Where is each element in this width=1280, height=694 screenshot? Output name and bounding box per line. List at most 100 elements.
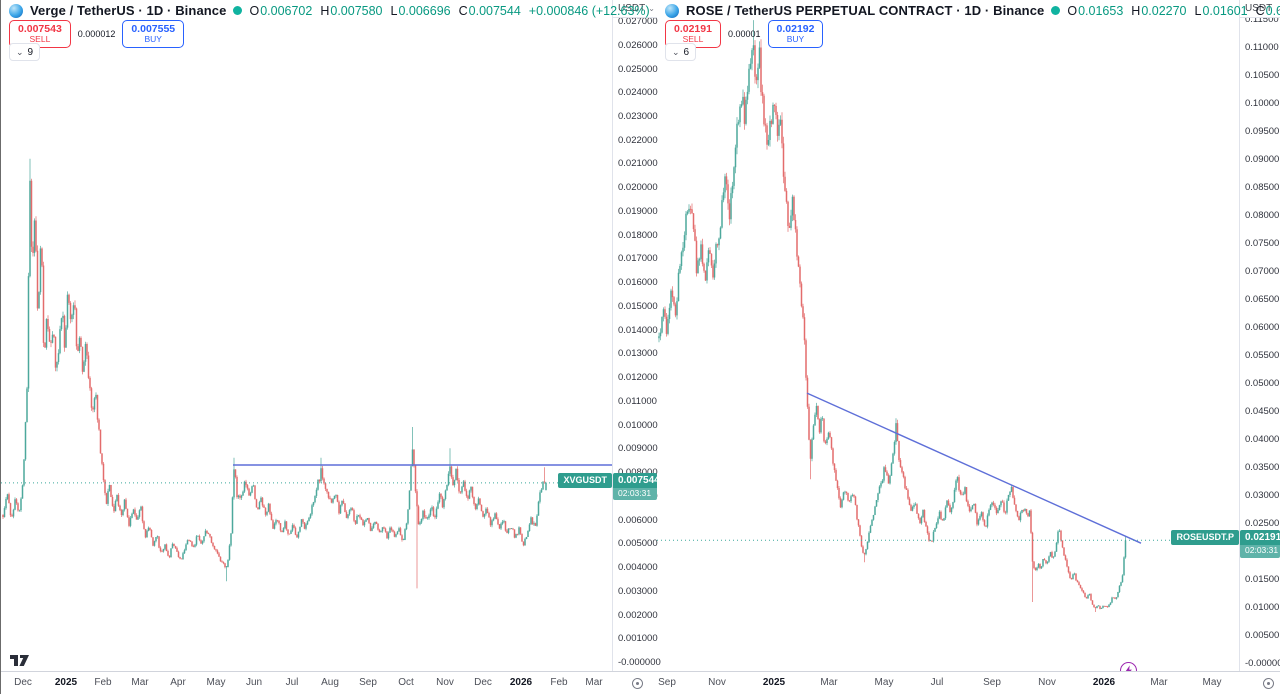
price-tick-label: 0.001000 — [618, 633, 658, 645]
price-tick-label: 0.01000 — [1245, 602, 1280, 613]
price-tick-label: 0.024000 — [618, 87, 658, 99]
price-tick-label: 0.014000 — [618, 324, 658, 336]
symbol-legend[interactable]: ROSE / TetherUS PERPETUAL CONTRACT · 1D … — [665, 3, 1280, 18]
price-tick-label: 0.10500 — [1245, 70, 1280, 81]
time-axis-label: Jul — [930, 677, 944, 688]
rose-logo-icon — [665, 3, 679, 18]
bar-countdown: 02:03:31 — [613, 487, 657, 501]
price-tick-label: 0.06500 — [1245, 294, 1280, 305]
time-axis-label: Mar — [820, 677, 838, 688]
price-tick-label: 0.008000 — [618, 467, 658, 478]
price-tick-label: 0.017000 — [618, 253, 658, 265]
time-axis-label: Nov — [1038, 677, 1056, 688]
symbol-title[interactable]: Verge / TetherUS · 1D · Binance — [30, 3, 227, 18]
price-tick-label: 0.004000 — [618, 562, 658, 574]
price-tick-label: 0.010000 — [618, 419, 658, 431]
collapsed-indicators-toggle[interactable]: ⌄ 6 — [665, 43, 697, 61]
time-axis-label: Jun — [245, 677, 263, 688]
time-axis-label: Apr — [170, 677, 186, 688]
time-axis-label: Aug — [321, 677, 339, 688]
verge-logo-icon — [9, 3, 23, 18]
price-tick-label: 0.019000 — [618, 205, 658, 217]
time-axis-label: Mar — [585, 677, 603, 688]
price-tick-label: 0.09500 — [1245, 126, 1280, 137]
price-tick-label: 0.005000 — [618, 538, 658, 550]
change-value: +0.000846 (+12.63%) — [528, 3, 650, 18]
price-tick-label: 0.09000 — [1245, 154, 1280, 165]
price-tick-label: 0.04000 — [1245, 434, 1280, 445]
candlestick-chart-roseusdt[interactable] — [657, 0, 1239, 672]
buy-button[interactable]: 0.02192 BUY — [767, 20, 824, 48]
trade-buttons: 0.007543 SELL 0.000012 0.007555 BUY — [9, 20, 185, 48]
chart-pane-roseusdt: ROSE / TetherUS PERPETUAL CONTRACT · 1D … — [657, 0, 1280, 694]
scroll-to-recent-icon[interactable] — [1263, 678, 1274, 689]
chart-pane-xvgusdt: Verge / TetherUS · 1D · Binance O0.00670… — [0, 0, 661, 694]
time-axis[interactable]: Dec 2025 Feb Mar Apr May Jun Jul Aug Sep Oct Nov Dec… — [1, 671, 657, 694]
price-tick-label: 0.11500 — [1245, 14, 1279, 25]
time-axis-label: 2025 — [762, 677, 786, 688]
price-tick-label: 0.016000 — [618, 277, 658, 289]
price-tick-label: 0.018000 — [618, 229, 658, 241]
price-tick-label: -0.00000 — [1245, 658, 1280, 669]
price-tick-label: 0.026000 — [618, 39, 658, 51]
price-tick-label: 0.10000 — [1245, 98, 1280, 109]
price-tick-label: 0.027000 — [618, 16, 658, 28]
currency-dropdown[interactable]: USDT ⌄ — [613, 0, 657, 18]
time-axis-label: May — [206, 677, 226, 688]
last-price-value: 0.02191 — [1240, 530, 1280, 546]
time-axis-label: Mar — [131, 677, 149, 688]
market-status-icon — [233, 6, 243, 15]
symbol-title[interactable]: ROSE / TetherUS PERPETUAL CONTRACT · 1D … — [686, 3, 1045, 18]
ohlc-values: O0.01653 H0.02270 L0.01601 C0.02191 +0.0… — [1067, 3, 1280, 18]
price-tick-label: 0.01500 — [1245, 574, 1280, 585]
price-tick-label: 0.003000 — [618, 585, 658, 597]
time-axis-label: 2026 — [509, 677, 533, 688]
currency-dropdown[interactable]: USDT ⌄ — [1240, 0, 1280, 18]
time-axis[interactable]: Sep Nov 2025 Mar May Jul Sep Nov 2026 Mar May — [657, 671, 1280, 694]
price-tick-label: 0.08500 — [1245, 182, 1280, 193]
symbol-legend[interactable]: Verge / TetherUS · 1D · Binance O0.00670… — [9, 3, 650, 18]
indicators-count: 6 — [683, 46, 690, 58]
price-tick-label: 0.023000 — [618, 110, 658, 122]
price-tick-label: 0.022000 — [618, 134, 658, 146]
price-tick-label: 0.020000 — [618, 182, 658, 194]
candlestick-chart-xvgusdt[interactable] — [1, 0, 613, 672]
time-axis-label: Nov — [708, 677, 726, 688]
time-axis-label: Sep — [658, 677, 676, 688]
price-axis[interactable]: USDT ⌄ 0.027000 0.026000 0.025000 0.024000 0… — [612, 0, 661, 672]
price-tick-label: 0.00500 — [1245, 630, 1280, 641]
time-axis-label: Oct — [398, 677, 414, 688]
price-tick-label: 0.06000 — [1245, 322, 1280, 333]
price-tick-label: 0.011000 — [618, 395, 657, 407]
current-price-label: ROSEUSDT.P 0.02191 02:03:31 — [1171, 530, 1280, 558]
price-tick-label: -0.000000 — [618, 657, 661, 668]
time-axis-label: Dec — [474, 677, 492, 688]
time-axis-label: Sep — [983, 677, 1001, 688]
chevron-down-icon: ⌄ — [1275, 4, 1280, 13]
market-status-icon — [1051, 6, 1061, 15]
price-tick-label: 0.07000 — [1245, 266, 1280, 277]
time-axis-label: Mar — [1150, 677, 1168, 688]
price-tick-label: 0.006000 — [618, 514, 658, 526]
price-tick-label: 0.11000 — [1245, 42, 1279, 53]
price-tick-label: 0.021000 — [618, 158, 658, 170]
spread-value: 0.00001 — [727, 28, 761, 39]
price-tick-label: 0.002000 — [618, 609, 658, 621]
collapsed-indicators-toggle[interactable]: ⌄ 9 — [9, 43, 41, 61]
price-tick-label: 0.015000 — [618, 300, 658, 312]
price-tick-label: 0.07500 — [1245, 238, 1280, 249]
time-axis-label: Jul — [285, 677, 299, 688]
time-axis-label: Dec — [14, 677, 32, 688]
price-tick-label: 0.013000 — [618, 348, 658, 360]
price-tick-label: 0.012000 — [618, 372, 658, 384]
time-axis-label: 2026 — [1092, 677, 1116, 688]
indicators-count: 9 — [27, 46, 34, 58]
buy-button[interactable]: 0.007555 BUY — [122, 20, 185, 48]
scroll-to-recent-icon[interactable] — [632, 678, 643, 689]
price-axis[interactable]: USDT ⌄ 0.11500 0.11000 0.10500 0.10000 0.095… — [1239, 0, 1280, 672]
price-tick-label: 0.04500 — [1245, 406, 1280, 417]
spread-value: 0.000012 — [77, 28, 116, 39]
price-tick-label: 0.009000 — [618, 443, 658, 455]
tradingview-logo-icon[interactable] — [9, 654, 35, 667]
